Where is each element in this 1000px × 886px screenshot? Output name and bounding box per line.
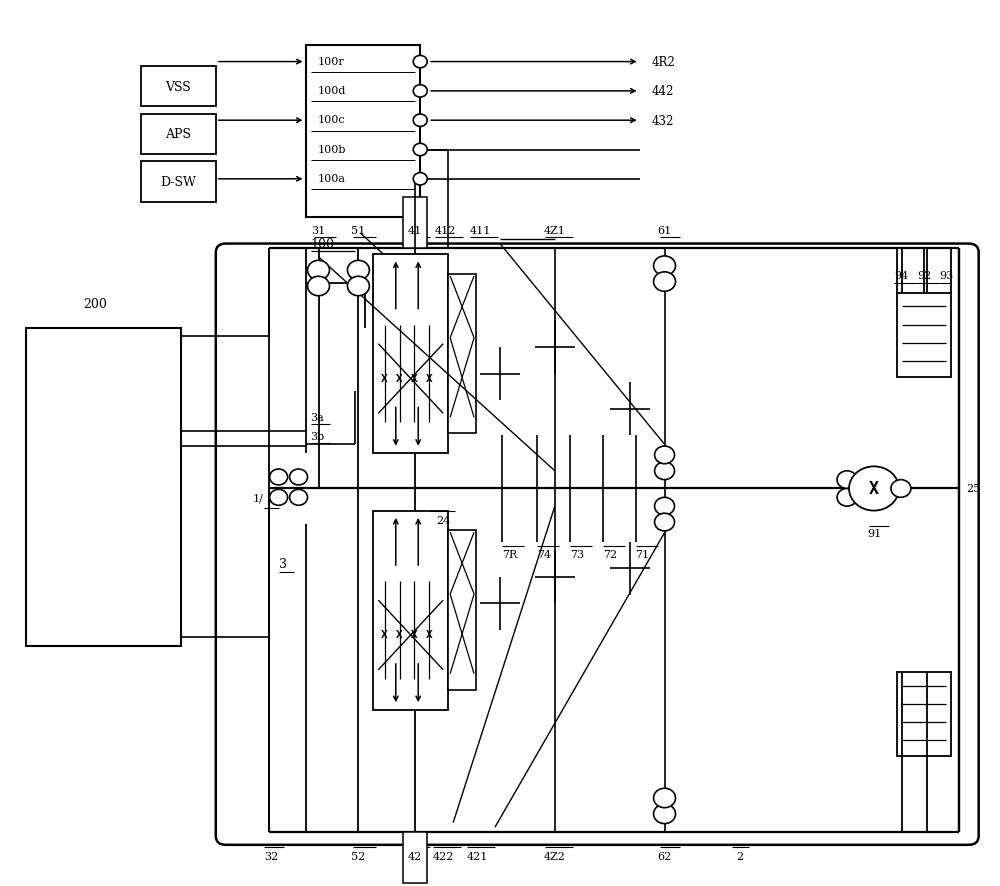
Text: X: X — [411, 373, 418, 383]
Text: 422: 422 — [433, 851, 455, 861]
Circle shape — [837, 471, 857, 489]
Text: 4Z2: 4Z2 — [544, 851, 566, 861]
Text: 100d: 100d — [318, 86, 346, 96]
Bar — [26, 328, 181, 646]
Text: 432: 432 — [652, 114, 674, 128]
Text: 1/: 1/ — [253, 493, 264, 502]
Text: 92: 92 — [917, 270, 931, 281]
Text: 442: 442 — [652, 85, 674, 98]
Text: 2: 2 — [736, 851, 743, 861]
Bar — [373, 255, 448, 454]
Circle shape — [849, 467, 899, 511]
Text: 25: 25 — [967, 484, 981, 494]
Circle shape — [290, 470, 308, 486]
Bar — [403, 832, 427, 882]
Circle shape — [654, 804, 676, 824]
Circle shape — [290, 490, 308, 506]
Text: X: X — [426, 373, 433, 383]
Text: 24: 24 — [436, 516, 450, 525]
Circle shape — [655, 462, 675, 480]
Text: X: X — [411, 629, 418, 639]
Text: 41: 41 — [408, 225, 422, 236]
Circle shape — [413, 174, 427, 186]
Circle shape — [413, 144, 427, 157]
Text: 100: 100 — [311, 237, 335, 251]
Text: 72: 72 — [603, 549, 617, 559]
Text: 411: 411 — [470, 225, 491, 236]
Bar — [141, 66, 216, 107]
Circle shape — [655, 498, 675, 516]
Text: 100c: 100c — [318, 115, 345, 125]
Text: 62: 62 — [657, 851, 672, 861]
Circle shape — [891, 480, 911, 498]
FancyBboxPatch shape — [216, 245, 979, 845]
Bar — [448, 531, 476, 690]
Bar — [448, 275, 476, 434]
Bar — [141, 114, 216, 155]
Text: APS: APS — [165, 128, 191, 141]
Text: 3b: 3b — [311, 431, 325, 441]
Text: 32: 32 — [264, 851, 278, 861]
Circle shape — [308, 277, 329, 297]
Text: D-SW: D-SW — [160, 176, 196, 189]
Bar — [141, 162, 216, 203]
Text: 74: 74 — [537, 549, 551, 559]
Text: 61: 61 — [657, 225, 672, 236]
Text: 4Z1: 4Z1 — [544, 225, 566, 236]
Text: 7R: 7R — [502, 549, 517, 559]
Text: 200: 200 — [84, 298, 108, 310]
Bar — [306, 45, 420, 218]
Text: 421: 421 — [467, 851, 488, 861]
Circle shape — [347, 277, 369, 297]
Text: 42: 42 — [408, 851, 422, 861]
Text: 4R2: 4R2 — [652, 56, 675, 69]
Text: 51: 51 — [351, 225, 366, 236]
Circle shape — [308, 261, 329, 281]
Circle shape — [655, 447, 675, 464]
Text: 3a: 3a — [311, 413, 324, 423]
Text: 73: 73 — [570, 549, 584, 559]
Circle shape — [654, 257, 676, 276]
Bar — [897, 294, 951, 377]
Text: 31: 31 — [311, 225, 326, 236]
Circle shape — [270, 470, 288, 486]
Text: 100a: 100a — [318, 174, 346, 183]
Bar — [373, 511, 448, 710]
Text: X: X — [381, 629, 388, 639]
Text: X: X — [396, 373, 403, 383]
Text: 93: 93 — [939, 270, 953, 281]
Bar — [403, 198, 427, 249]
Bar — [897, 672, 951, 757]
Circle shape — [654, 273, 676, 292]
Text: X: X — [869, 480, 879, 498]
Text: 412: 412 — [435, 225, 457, 236]
Circle shape — [654, 789, 676, 808]
Text: 71: 71 — [636, 549, 650, 559]
Text: 100r: 100r — [318, 57, 344, 66]
Text: VSS: VSS — [166, 81, 191, 94]
Circle shape — [413, 115, 427, 128]
Text: 91: 91 — [867, 529, 881, 539]
Text: X: X — [426, 629, 433, 639]
Text: 52: 52 — [351, 851, 366, 861]
Text: 94: 94 — [894, 270, 908, 281]
Text: 3: 3 — [279, 557, 287, 571]
Text: X: X — [396, 629, 403, 639]
Text: 100b: 100b — [318, 144, 346, 154]
Circle shape — [413, 86, 427, 98]
Circle shape — [270, 490, 288, 506]
Text: X: X — [381, 373, 388, 383]
Circle shape — [655, 514, 675, 532]
Circle shape — [347, 261, 369, 281]
Circle shape — [413, 57, 427, 69]
Circle shape — [837, 489, 857, 507]
